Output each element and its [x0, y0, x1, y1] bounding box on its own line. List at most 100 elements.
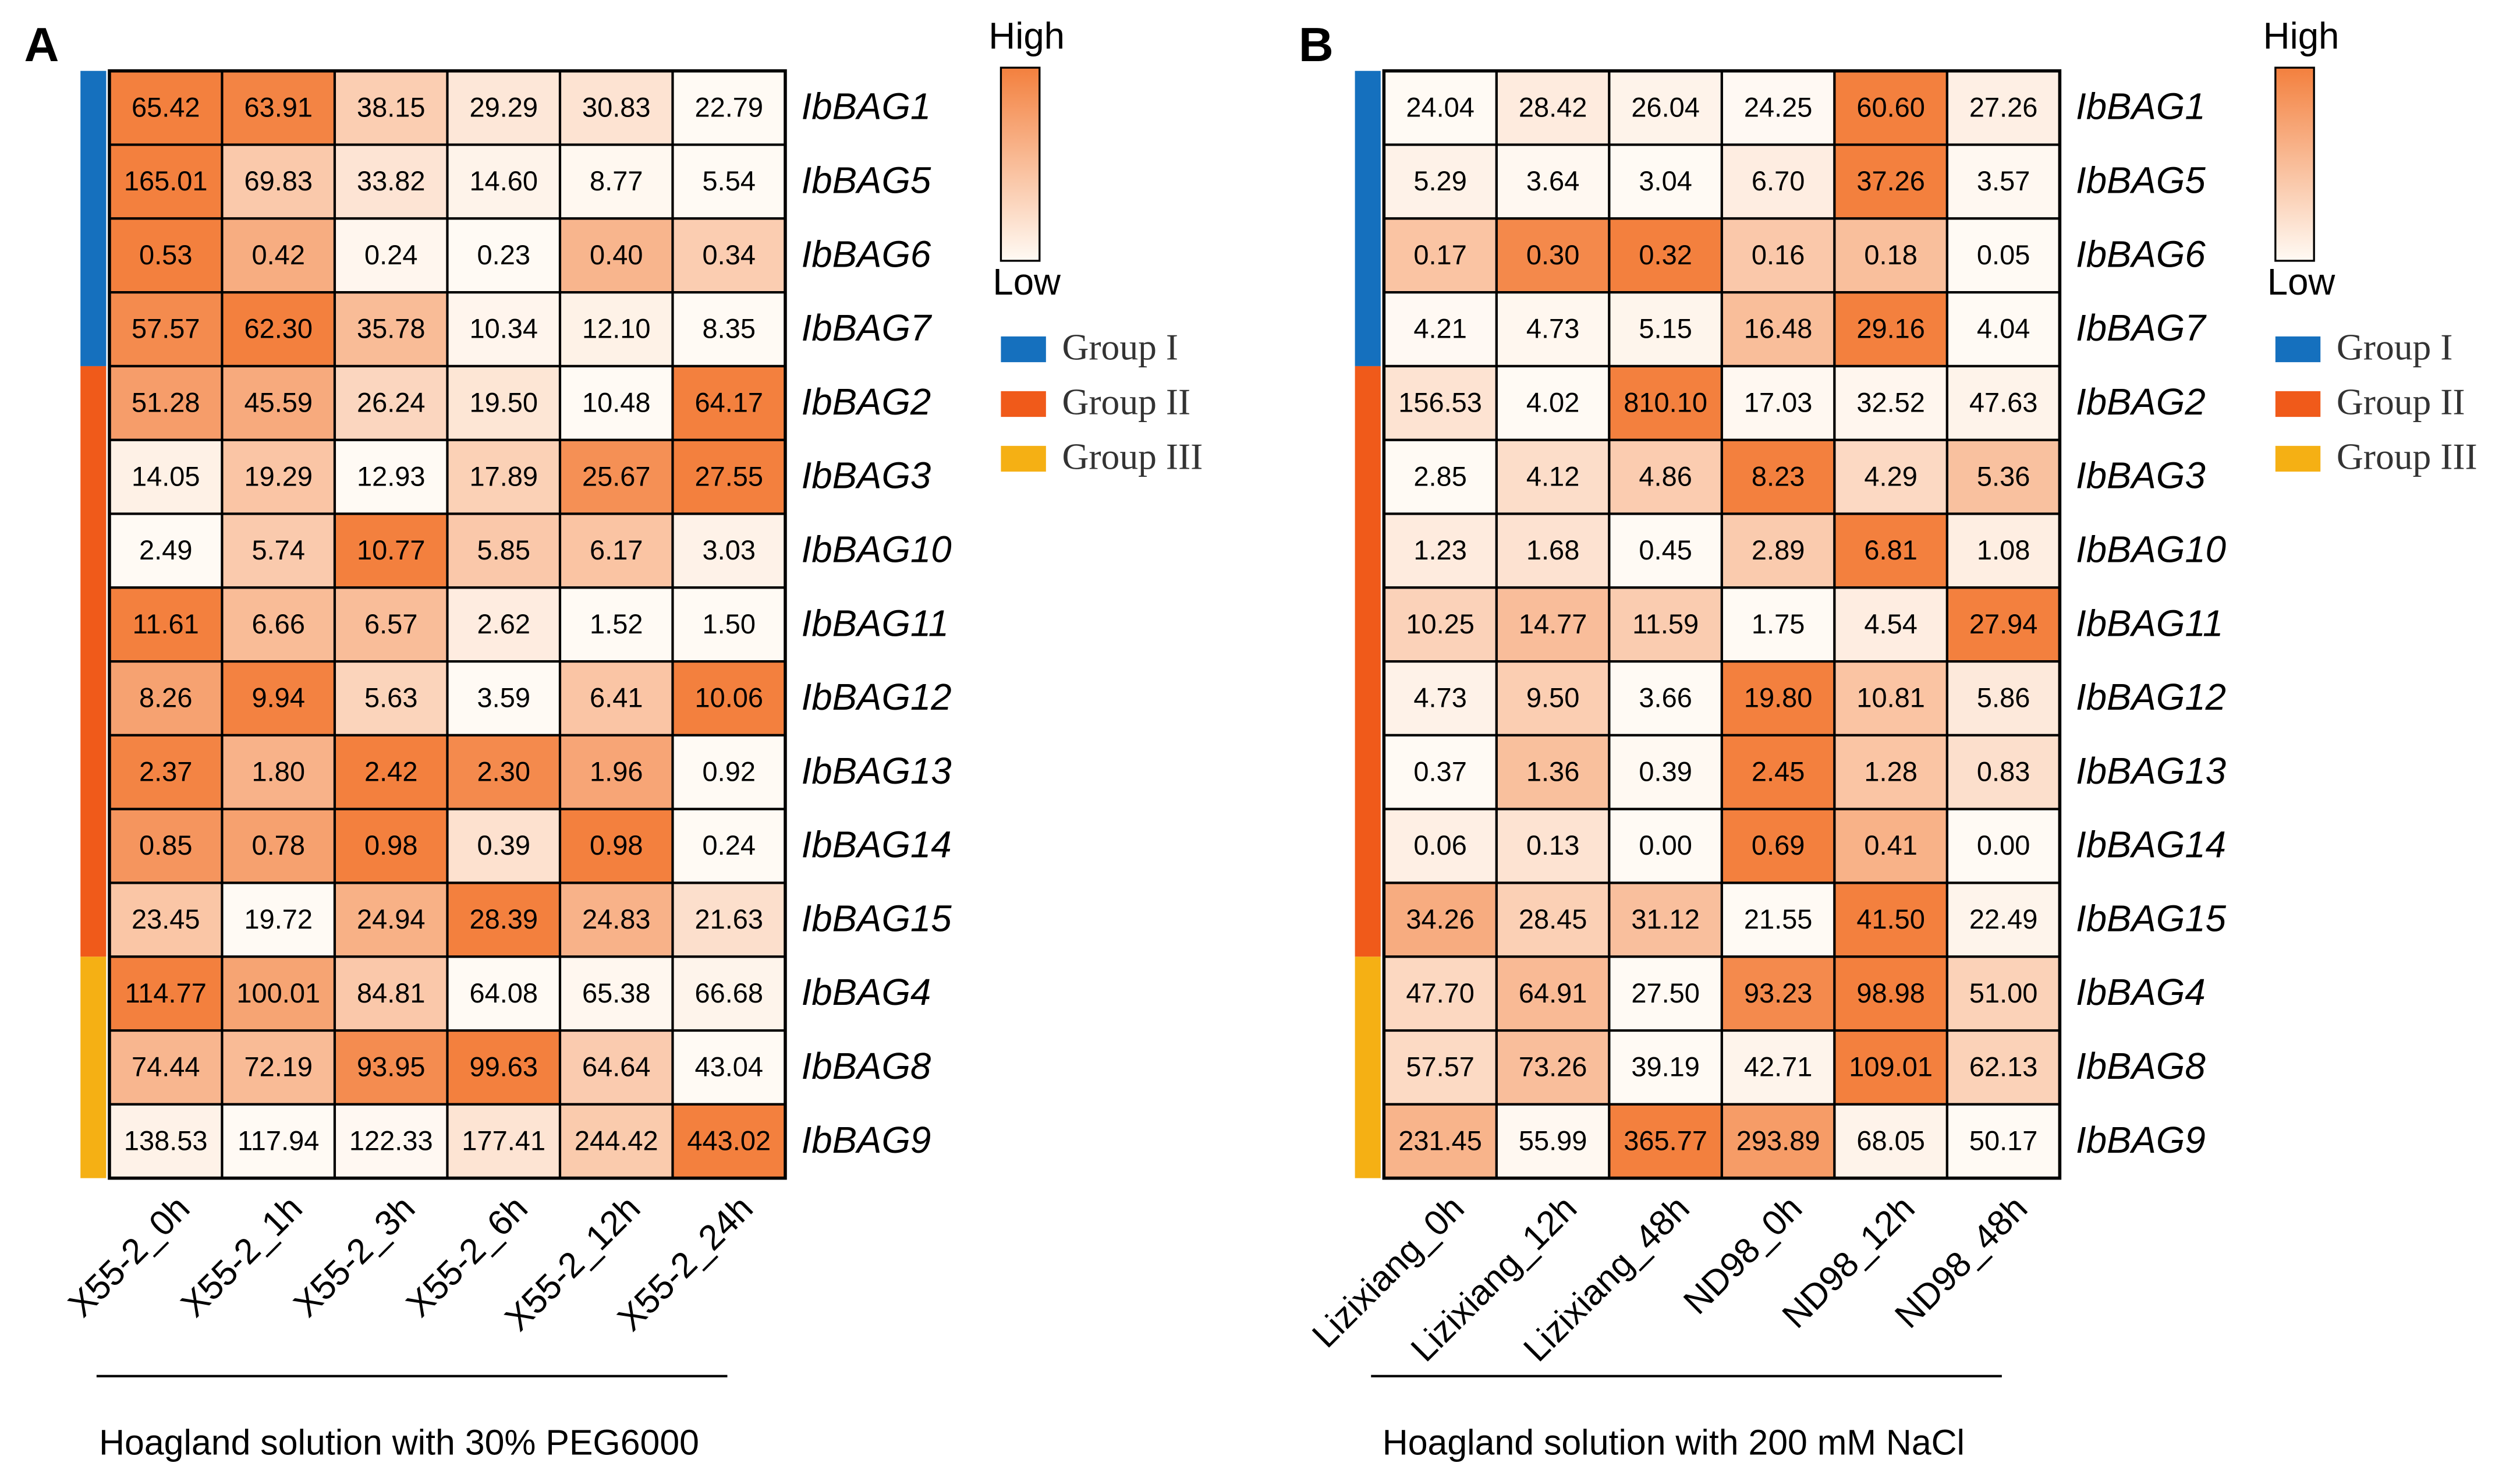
heatmap-cell [108, 881, 224, 958]
legend-swatch [2275, 391, 2321, 417]
heatmap-cell [558, 586, 674, 663]
cell-value: 4.02 [1526, 387, 1579, 417]
cell-value: 0.34 [703, 239, 756, 270]
heatmap-cell [446, 291, 562, 368]
row-label: IbBAG11 [2076, 603, 2223, 644]
heatmap-cell [1833, 734, 1948, 810]
heatmap-cell [1833, 143, 1948, 220]
heatmap-cell [446, 364, 562, 441]
cell-value: 68.05 [1856, 1125, 1925, 1156]
row-label: IbBAG1 [2076, 86, 2206, 127]
colorbar-high: High [2263, 15, 2340, 56]
cell-value: 443.02 [687, 1125, 771, 1156]
cell-value: 22.49 [1969, 904, 2038, 934]
cell-value: 9.94 [252, 682, 305, 713]
cell-value: 5.63 [364, 682, 417, 713]
heatmap-cell [671, 69, 787, 146]
row-label: IbBAG14 [2076, 824, 2226, 866]
group-bar [1355, 957, 1381, 1178]
heatmap-cell [558, 364, 674, 441]
row-label: IbBAG10 [802, 529, 952, 570]
cell-value: 3.64 [1526, 165, 1579, 196]
heatmap-cell [446, 955, 562, 1032]
cell-value: 21.63 [694, 904, 763, 934]
heatmap-cell [1608, 1029, 1723, 1106]
row-label: IbBAG3 [802, 455, 931, 497]
column-label: X55-2_3h [286, 1188, 423, 1324]
cell-value: 26.24 [357, 387, 426, 417]
cell-value: 4.86 [1639, 461, 1692, 491]
cell-value: 72.19 [244, 1051, 313, 1082]
cell-value: 19.72 [244, 904, 313, 934]
cell-value: 55.99 [1519, 1125, 1587, 1156]
cell-value: 4.21 [1413, 313, 1466, 344]
row-label: IbBAG13 [2076, 750, 2226, 792]
cell-value: 73.26 [1519, 1051, 1587, 1082]
cell-value: 35.78 [357, 313, 426, 344]
row-label: IbBAG15 [2076, 898, 2227, 939]
cell-value: 74.44 [132, 1051, 200, 1082]
cell-value: 62.13 [1969, 1051, 2038, 1082]
cell-value: 0.32 [1639, 239, 1692, 270]
cell-value: 6.41 [590, 682, 643, 713]
cell-value: 42.71 [1744, 1051, 1813, 1082]
heatmap-cell [1495, 69, 1611, 146]
heatmap-cell [1945, 364, 2061, 441]
heatmap-cell [1495, 1103, 1611, 1180]
heatmap-cell [1720, 734, 1836, 810]
legend-label: Group II [1062, 381, 1190, 422]
cell-value: 117.94 [238, 1125, 319, 1156]
cell-value: 0.00 [1639, 830, 1692, 860]
heatmap-cell [1945, 807, 2061, 884]
cell-value: 65.38 [582, 977, 651, 1008]
cell-value: 1.28 [1864, 756, 1917, 787]
row-label: IbBAG9 [802, 1120, 931, 1161]
cell-value: 21.55 [1744, 904, 1813, 934]
cell-value: 38.15 [357, 91, 426, 122]
heatmap-cell [333, 586, 449, 663]
heatmap-cell [1720, 807, 1836, 884]
row-label: IbBAG9 [2076, 1120, 2206, 1161]
heatmap-cell [333, 881, 449, 958]
heatmap-cell [671, 438, 787, 515]
cell-value: 0.45 [1639, 534, 1692, 565]
cell-value: 4.04 [1977, 313, 2030, 344]
cell-value: 5.54 [703, 165, 756, 196]
cell-value: 0.83 [1977, 756, 2030, 787]
heatmap-cell [558, 217, 674, 294]
cell-value: 2.37 [139, 756, 192, 787]
heatmap-cell [558, 734, 674, 810]
row-label: IbBAG14 [802, 824, 952, 866]
cell-value: 5.15 [1639, 313, 1692, 344]
cell-value: 1.08 [1977, 534, 2030, 565]
legend-label: Group III [2337, 435, 2478, 477]
row-label: IbBAG12 [2076, 677, 2226, 718]
cell-value: 293.89 [1736, 1125, 1820, 1156]
heatmap-cell [1720, 143, 1836, 220]
heatmap-cell [671, 143, 787, 220]
group-bar [80, 366, 107, 957]
cell-value: 19.80 [1744, 682, 1813, 713]
cell-value: 23.45 [132, 904, 200, 934]
cell-value: 4.12 [1526, 461, 1579, 491]
cell-value: 3.57 [1977, 165, 2030, 196]
cell-value: 0.40 [590, 239, 643, 270]
cell-value: 2.30 [477, 756, 530, 787]
cell-value: 2.89 [1752, 534, 1805, 565]
heatmap-cell [1608, 217, 1723, 294]
row-label: IbBAG2 [802, 381, 931, 423]
heatmap-cell [221, 291, 336, 368]
heatmap-cell [446, 217, 562, 294]
heatmap-cell [1833, 364, 1948, 441]
heatmap-cell [108, 1103, 224, 1180]
row-label: IbBAG4 [802, 972, 931, 1013]
cell-value: 0.16 [1752, 239, 1805, 270]
cell-value: 10.25 [1406, 608, 1475, 639]
row-label: IbBAG15 [802, 898, 952, 939]
cell-value: 45.59 [244, 387, 313, 417]
cell-value: 27.94 [1969, 608, 2038, 639]
cell-value: 27.50 [1631, 977, 1700, 1008]
heatmap-cell [221, 734, 336, 810]
heatmap-cell [221, 881, 336, 958]
